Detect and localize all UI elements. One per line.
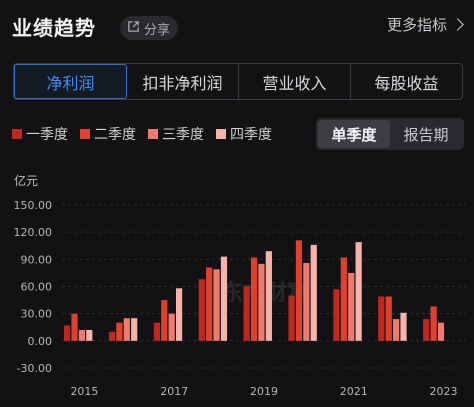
more-metrics-link[interactable]: 更多指标 bbox=[386, 14, 464, 35]
x-tick-label: 2017 bbox=[160, 385, 188, 398]
bar-2022-q1 bbox=[378, 296, 385, 341]
legend-swatch-q4 bbox=[216, 129, 226, 139]
bar-2023-q1 bbox=[423, 319, 430, 341]
legend-item-q1[interactable]: 一季度 bbox=[12, 124, 68, 144]
watermark-text: 东方财富 bbox=[221, 280, 309, 306]
more-metrics-label: 更多指标 bbox=[386, 16, 447, 34]
bar-2019-q2 bbox=[250, 257, 258, 341]
x-tick-label: 2015 bbox=[70, 385, 98, 398]
bar-2018-q4 bbox=[220, 256, 228, 341]
bar-2017-q4 bbox=[175, 288, 183, 341]
legend-swatch-q2 bbox=[80, 129, 90, 139]
metric-tabs: 净利润 扣非净利润 营业收入 每股收益 bbox=[13, 63, 463, 100]
legend-swatch-q3 bbox=[148, 129, 158, 139]
y-tick-label: 0.00 bbox=[28, 335, 53, 348]
bar-2016-q4 bbox=[131, 318, 138, 341]
bar-2015-q2 bbox=[71, 313, 78, 341]
legend-label-q1: 一季度 bbox=[26, 127, 68, 143]
page-title: 业绩趋势 bbox=[12, 16, 96, 40]
legend-item-q4[interactable]: 四季度 bbox=[216, 124, 272, 144]
x-tick-label: 2019 bbox=[250, 385, 278, 398]
bar-2022-q4 bbox=[400, 312, 407, 341]
legend-item-q3[interactable]: 三季度 bbox=[148, 124, 204, 144]
bar-2019-q4 bbox=[265, 251, 272, 341]
y-tick-label: -30.00 bbox=[17, 362, 52, 375]
bar-2019-q1 bbox=[243, 286, 250, 341]
bar-2015-q3 bbox=[78, 329, 85, 341]
bar-2023-q3 bbox=[437, 322, 445, 341]
y-tick-label: 30.00 bbox=[21, 308, 53, 321]
bar-2016-q3 bbox=[123, 318, 130, 341]
header: 业绩趋势 分享 更多指标 bbox=[0, 0, 474, 52]
x-tick-label: 2023 bbox=[430, 385, 458, 398]
legend-item-q2[interactable]: 二季度 bbox=[80, 124, 136, 144]
y-tick-label: 90.00 bbox=[21, 253, 53, 266]
bar-2020-q4 bbox=[310, 244, 317, 341]
bar-2022-q2 bbox=[385, 296, 392, 341]
bar-2020-q3 bbox=[303, 262, 310, 341]
bar-2017-q3 bbox=[168, 313, 175, 341]
bar-2023-q2 bbox=[430, 306, 437, 341]
net-profit-chart: 150.00 120.00 90.00 60.00 30.00 0.00 -30.00 东方财… bbox=[14, 199, 466, 398]
chart-legend: 一季度 二季度 三季度 四季度 bbox=[12, 124, 272, 144]
bar-2018-q2 bbox=[206, 267, 213, 341]
bar-2020-q2 bbox=[295, 240, 303, 341]
period-toggle: 单季度 报告期 bbox=[316, 118, 464, 150]
bar-2017-q1 bbox=[153, 322, 160, 341]
bar-2021-q1 bbox=[333, 289, 340, 341]
report-period-button[interactable]: 报告期 bbox=[403, 125, 449, 144]
tab-revenue[interactable]: 营业收入 bbox=[239, 64, 351, 99]
share-button[interactable]: 分享 bbox=[120, 16, 179, 40]
legend-swatch-q1 bbox=[12, 129, 22, 139]
y-tick-label: 120.00 bbox=[14, 226, 53, 239]
y-tick-label: 150.00 bbox=[14, 199, 53, 212]
bar-2021-q3 bbox=[348, 272, 355, 341]
bar-2016-q2 bbox=[116, 322, 123, 341]
legend-label-q2: 二季度 bbox=[94, 127, 136, 143]
bar-2021-q2 bbox=[340, 257, 347, 341]
share-label: 分享 bbox=[144, 22, 171, 38]
tab-eps[interactable]: 每股收益 bbox=[374, 73, 439, 93]
bar-2016-q1 bbox=[108, 331, 116, 341]
bar-2015-q4 bbox=[86, 329, 93, 341]
bar-2018-q1 bbox=[198, 279, 205, 341]
legend-label-q4: 四季度 bbox=[230, 127, 272, 143]
bar-2019-q3 bbox=[258, 263, 265, 341]
bar-2021-q4 bbox=[355, 242, 362, 341]
y-tick-label: 60.00 bbox=[21, 281, 53, 294]
tab-net-profit[interactable]: 净利润 bbox=[14, 64, 127, 99]
y-axis-unit: 亿元 bbox=[14, 174, 39, 188]
bar-2018-q3 bbox=[213, 269, 220, 341]
bar-2015-q1 bbox=[64, 325, 71, 341]
x-tick-label: 2021 bbox=[340, 385, 368, 398]
legend-label-q3: 三季度 bbox=[162, 127, 204, 143]
bar-2022-q3 bbox=[393, 319, 400, 341]
single-quarter-button[interactable]: 单季度 bbox=[318, 120, 390, 148]
share-icon bbox=[127, 20, 140, 37]
bar-2020-q1 bbox=[288, 295, 295, 341]
bar-2017-q2 bbox=[161, 300, 168, 341]
chevron-right-icon bbox=[451, 18, 464, 31]
tab-adjusted-net-profit[interactable]: 扣非净利润 bbox=[127, 64, 239, 99]
